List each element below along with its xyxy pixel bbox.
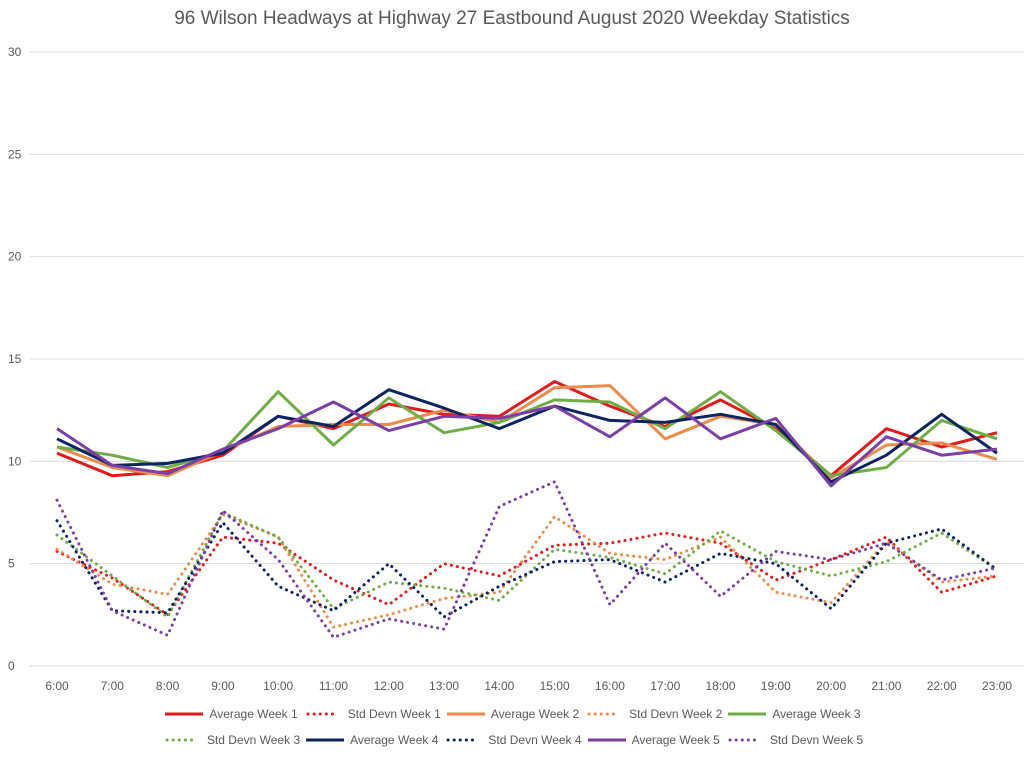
legend-label: Average Week 2 xyxy=(490,707,580,721)
y-tick-label: 10 xyxy=(8,454,22,468)
legend-row-2: Std Devn Week 3 Average Week 4 Std Devn We… xyxy=(0,733,1024,747)
x-tick-label: 23:00 xyxy=(982,679,1012,693)
y-axis-ticks: 0 5 10 15 20 25 30 xyxy=(8,45,22,673)
series-average-week-5 xyxy=(56,396,998,488)
series-line-std-devn-week-1 xyxy=(55,531,999,617)
x-tick-label: 14:00 xyxy=(484,679,514,693)
series-line-average-week-1 xyxy=(56,380,998,478)
legend-item-average-week-1: Average Week 1 xyxy=(163,707,298,721)
legend-swatch-average-week-5 xyxy=(587,738,626,742)
legend-label: Std Devn Week 3 xyxy=(206,733,301,747)
x-tick-label: 10:00 xyxy=(263,679,293,693)
series-line-std-devn-week-3 xyxy=(55,511,999,619)
x-tick-label: 21:00 xyxy=(871,679,901,693)
legend-swatch-std-devn-week-4 xyxy=(446,738,480,742)
y-tick-label: 20 xyxy=(8,250,22,264)
legend-swatch-std-devn-week-3 xyxy=(165,738,199,742)
x-axis-ticks: 6:00 7:00 8:00 9:00 10:00 11:00 12:00 13:00 14:0… xyxy=(45,679,1012,693)
legend-swatch-std-devn-week-5 xyxy=(728,738,762,742)
series-std-devn-week-5 xyxy=(55,480,999,639)
series-line-std-devn-week-5 xyxy=(55,480,999,639)
legend-item-std-devn-week-3: Std Devn Week 3 xyxy=(161,733,300,747)
legend-label: Std Devn Week 4 xyxy=(488,733,582,747)
legend-swatch-average-week-4 xyxy=(306,738,345,742)
legend-label: Average Week 3 xyxy=(772,707,861,721)
series-line-std-devn-week-4 xyxy=(55,519,999,619)
y-tick-label: 30 xyxy=(8,45,22,59)
series-std-devn-week-3 xyxy=(55,511,999,619)
legend-label: Average Week 4 xyxy=(350,733,439,747)
legend-item-average-week-2: Average Week 2 xyxy=(445,707,579,721)
x-tick-label: 8:00 xyxy=(156,679,180,693)
x-tick-label: 13:00 xyxy=(429,679,459,693)
x-tick-label: 17:00 xyxy=(650,679,680,693)
legend-label: Std Devn Week 2 xyxy=(629,707,723,721)
legend-label: Average Week 1 xyxy=(209,707,298,721)
legend-swatch-average-week-2 xyxy=(446,712,485,716)
x-tick-label: 7:00 xyxy=(101,679,125,693)
legend-label: Std Devn Week 5 xyxy=(769,733,864,747)
legend-swatch-average-week-1 xyxy=(165,712,204,716)
x-tick-label: 15:00 xyxy=(540,679,570,693)
x-tick-label: 22:00 xyxy=(927,679,957,693)
y-tick-label: 15 xyxy=(8,352,22,366)
x-tick-label: 18:00 xyxy=(706,679,736,693)
y-tick-label: 0 xyxy=(8,659,15,673)
legend-swatch-std-devn-week-2 xyxy=(587,712,621,716)
x-tick-label: 12:00 xyxy=(374,679,404,693)
legend-item-average-week-4: Average Week 4 xyxy=(304,733,438,747)
series-line-std-devn-week-2 xyxy=(55,513,999,629)
series-std-devn-week-2 xyxy=(55,513,999,629)
legend-item-std-devn-week-2: Std Devn Week 2 xyxy=(583,707,722,721)
x-tick-label: 16:00 xyxy=(595,679,625,693)
y-tick-label: 5 xyxy=(8,557,15,571)
legend-label: Average Week 5 xyxy=(631,733,720,747)
legend-swatch-std-devn-week-1 xyxy=(306,712,340,716)
x-tick-label: 20:00 xyxy=(816,679,846,693)
legend-item-std-devn-week-5: Std Devn Week 5 xyxy=(724,733,863,747)
legend-item-average-week-5: Average Week 5 xyxy=(586,733,720,747)
series-average-week-1 xyxy=(56,380,998,478)
series-lines xyxy=(55,380,999,639)
series-line-average-week-5 xyxy=(56,396,998,488)
chart-title: 96 Wilson Headways at Highway 27 Eastbou… xyxy=(174,8,850,29)
x-tick-label: 6:00 xyxy=(45,679,69,693)
legend-swatch-average-week-3 xyxy=(728,712,767,716)
legend-item-std-devn-week-4: Std Devn Week 4 xyxy=(442,733,582,747)
x-tick-label: 11:00 xyxy=(319,679,348,693)
x-tick-label: 9:00 xyxy=(211,679,235,693)
legend-label: Std Devn Week 1 xyxy=(347,707,441,721)
legend-item-std-devn-week-1: Std Devn Week 1 xyxy=(302,707,441,721)
x-tick-label: 19:00 xyxy=(761,679,791,693)
legend-row-1: Average Week 1 Std Devn Week 1 Average Wee… xyxy=(0,707,1024,721)
legend-item-average-week-3: Average Week 3 xyxy=(726,707,861,721)
y-tick-label: 25 xyxy=(8,147,22,161)
